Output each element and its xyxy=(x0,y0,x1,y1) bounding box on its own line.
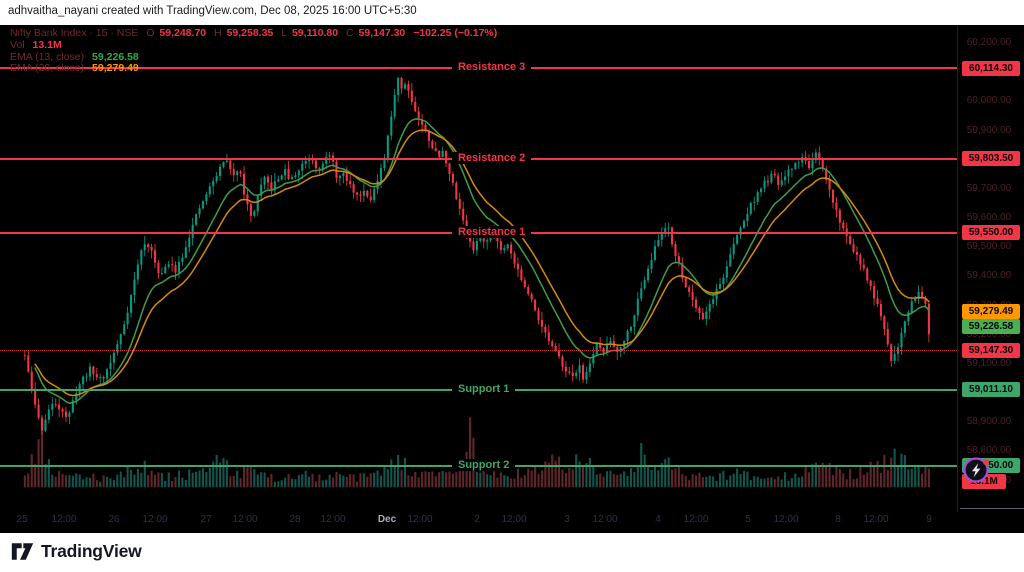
candlestick-plot[interactable] xyxy=(0,25,957,512)
high-label: H xyxy=(214,27,222,39)
price-tick: 59,100.00 xyxy=(966,357,1012,369)
open-value: 59,248.70 xyxy=(159,27,207,39)
time-label: 25 xyxy=(16,514,28,525)
low-label: L xyxy=(281,27,288,39)
level-label[interactable]: Resistance 3 xyxy=(452,61,532,73)
price-tick: 60,200.00 xyxy=(966,36,1012,48)
price-badge-ema20: 59,279.49 xyxy=(962,304,1020,320)
price-tick: 58,800.00 xyxy=(966,445,1012,457)
chart-legend[interactable]: Nifty Bank Index · 15 · NSE O 59,248.70 … xyxy=(10,27,497,74)
tradingview-logo-text: TradingView xyxy=(41,541,142,561)
open-label: O xyxy=(146,27,155,39)
time-label: 3 xyxy=(564,514,570,525)
price-tick: 59,500.00 xyxy=(966,241,1012,253)
price-badge-ema13: 59,226.58 xyxy=(962,319,1020,335)
change-value: −102.25 (−0.17%) xyxy=(413,27,498,39)
time-label: 12:00 xyxy=(501,514,527,525)
price-tick: 59,600.00 xyxy=(966,212,1012,224)
low-value: 59,110.80 xyxy=(291,27,339,39)
tradingview-logo[interactable]: TradingView xyxy=(11,541,142,562)
attribution-bar: adhvaitha_nayani created with TradingVie… xyxy=(0,0,1024,25)
level-label[interactable]: Resistance 2 xyxy=(452,151,532,164)
price-tick: 58,900.00 xyxy=(966,416,1012,428)
close-label: C xyxy=(346,27,354,39)
price-badge-support-1: 59,011.10 xyxy=(962,382,1020,398)
time-label: 12:00 xyxy=(320,514,346,525)
level-label[interactable]: Resistance 1 xyxy=(452,225,532,238)
time-label: 12:00 xyxy=(592,514,618,525)
time-label: 12:00 xyxy=(683,514,709,525)
attribution-text: adhvaitha_nayani created with TradingVie… xyxy=(8,5,417,17)
price-tick: 59,400.00 xyxy=(966,270,1012,282)
price-axis-separator xyxy=(957,25,958,512)
time-label: 2 xyxy=(474,514,480,525)
time-label: 28 xyxy=(289,514,301,525)
time-label: 12:00 xyxy=(232,514,258,525)
time-label: 5 xyxy=(745,514,751,525)
time-label: 12:00 xyxy=(863,514,889,525)
time-label: 8 xyxy=(835,514,841,525)
last-price-line xyxy=(0,350,957,352)
tradingview-mark-icon xyxy=(11,543,34,560)
time-label: 9 xyxy=(926,514,932,525)
ema20-label: EMA (20, close) xyxy=(10,62,85,75)
level-line-resistance-3[interactable]: Resistance 3 xyxy=(0,61,957,73)
volume-label: Vol xyxy=(10,38,25,51)
close-value: 59,147.30 xyxy=(358,27,406,39)
legend-ema13-row[interactable]: EMA (13, close) 59,226.58 xyxy=(10,51,497,63)
legend-volume-row[interactable]: Vol 13.1M xyxy=(10,39,497,51)
footer-bar: TradingView xyxy=(0,533,1024,572)
price-badge-resistance-1: 59,550.00 xyxy=(962,225,1020,241)
ema13-label: EMA (13, close) xyxy=(10,50,85,63)
level-label[interactable]: Support 1 xyxy=(452,382,516,395)
price-tick: 59,900.00 xyxy=(966,124,1012,136)
time-label: 12:00 xyxy=(51,514,77,525)
symbol-title[interactable]: Nifty Bank Index · 15 · NSE xyxy=(10,27,139,39)
legend-symbol-row[interactable]: Nifty Bank Index · 15 · NSE O 59,248.70 … xyxy=(10,27,497,39)
level-line-resistance-1[interactable]: Resistance 1 xyxy=(0,225,957,238)
time-label: Dec xyxy=(377,514,397,525)
time-label: 4 xyxy=(655,514,661,525)
time-label: 26 xyxy=(108,514,120,525)
time-label: 12:00 xyxy=(407,514,433,525)
time-label: 12:00 xyxy=(142,514,168,525)
time-label: 27 xyxy=(200,514,212,525)
ema13-value: 59,226.58 xyxy=(92,50,139,63)
time-label: 12:00 xyxy=(773,514,799,525)
high-value: 59,258.35 xyxy=(226,27,274,39)
level-line-resistance-2[interactable]: Resistance 2 xyxy=(0,151,957,164)
axis-corner-separator xyxy=(960,508,1024,509)
lightning-bolt-icon xyxy=(963,457,989,483)
level-line-support-1[interactable]: Support 1 xyxy=(0,382,957,395)
price-badge-resistance-2: 59,803.50 xyxy=(962,151,1020,167)
flash-button[interactable] xyxy=(962,455,992,485)
price-tick: 59,200.00 xyxy=(966,328,1012,340)
level-line-support-2[interactable]: Support 2 xyxy=(0,458,957,471)
price-tick: 60,000.00 xyxy=(966,95,1012,107)
price-badge-resistance-3: 60,114.30 xyxy=(962,60,1020,76)
level-label[interactable]: Support 2 xyxy=(452,458,516,471)
notification-dot xyxy=(983,459,989,465)
volume-value: 13.1M xyxy=(32,38,62,51)
price-tick: 59,700.00 xyxy=(966,182,1012,194)
chart-area[interactable]: Resistance 3 Resistance 2 Resistance 1 Supp… xyxy=(0,25,1024,533)
legend-ema20-row[interactable]: EMA (20, close) 59,279.49 xyxy=(10,62,497,74)
price-badge-last: 59,147.30 xyxy=(962,342,1020,358)
ema20-value: 59,279.49 xyxy=(92,62,139,75)
